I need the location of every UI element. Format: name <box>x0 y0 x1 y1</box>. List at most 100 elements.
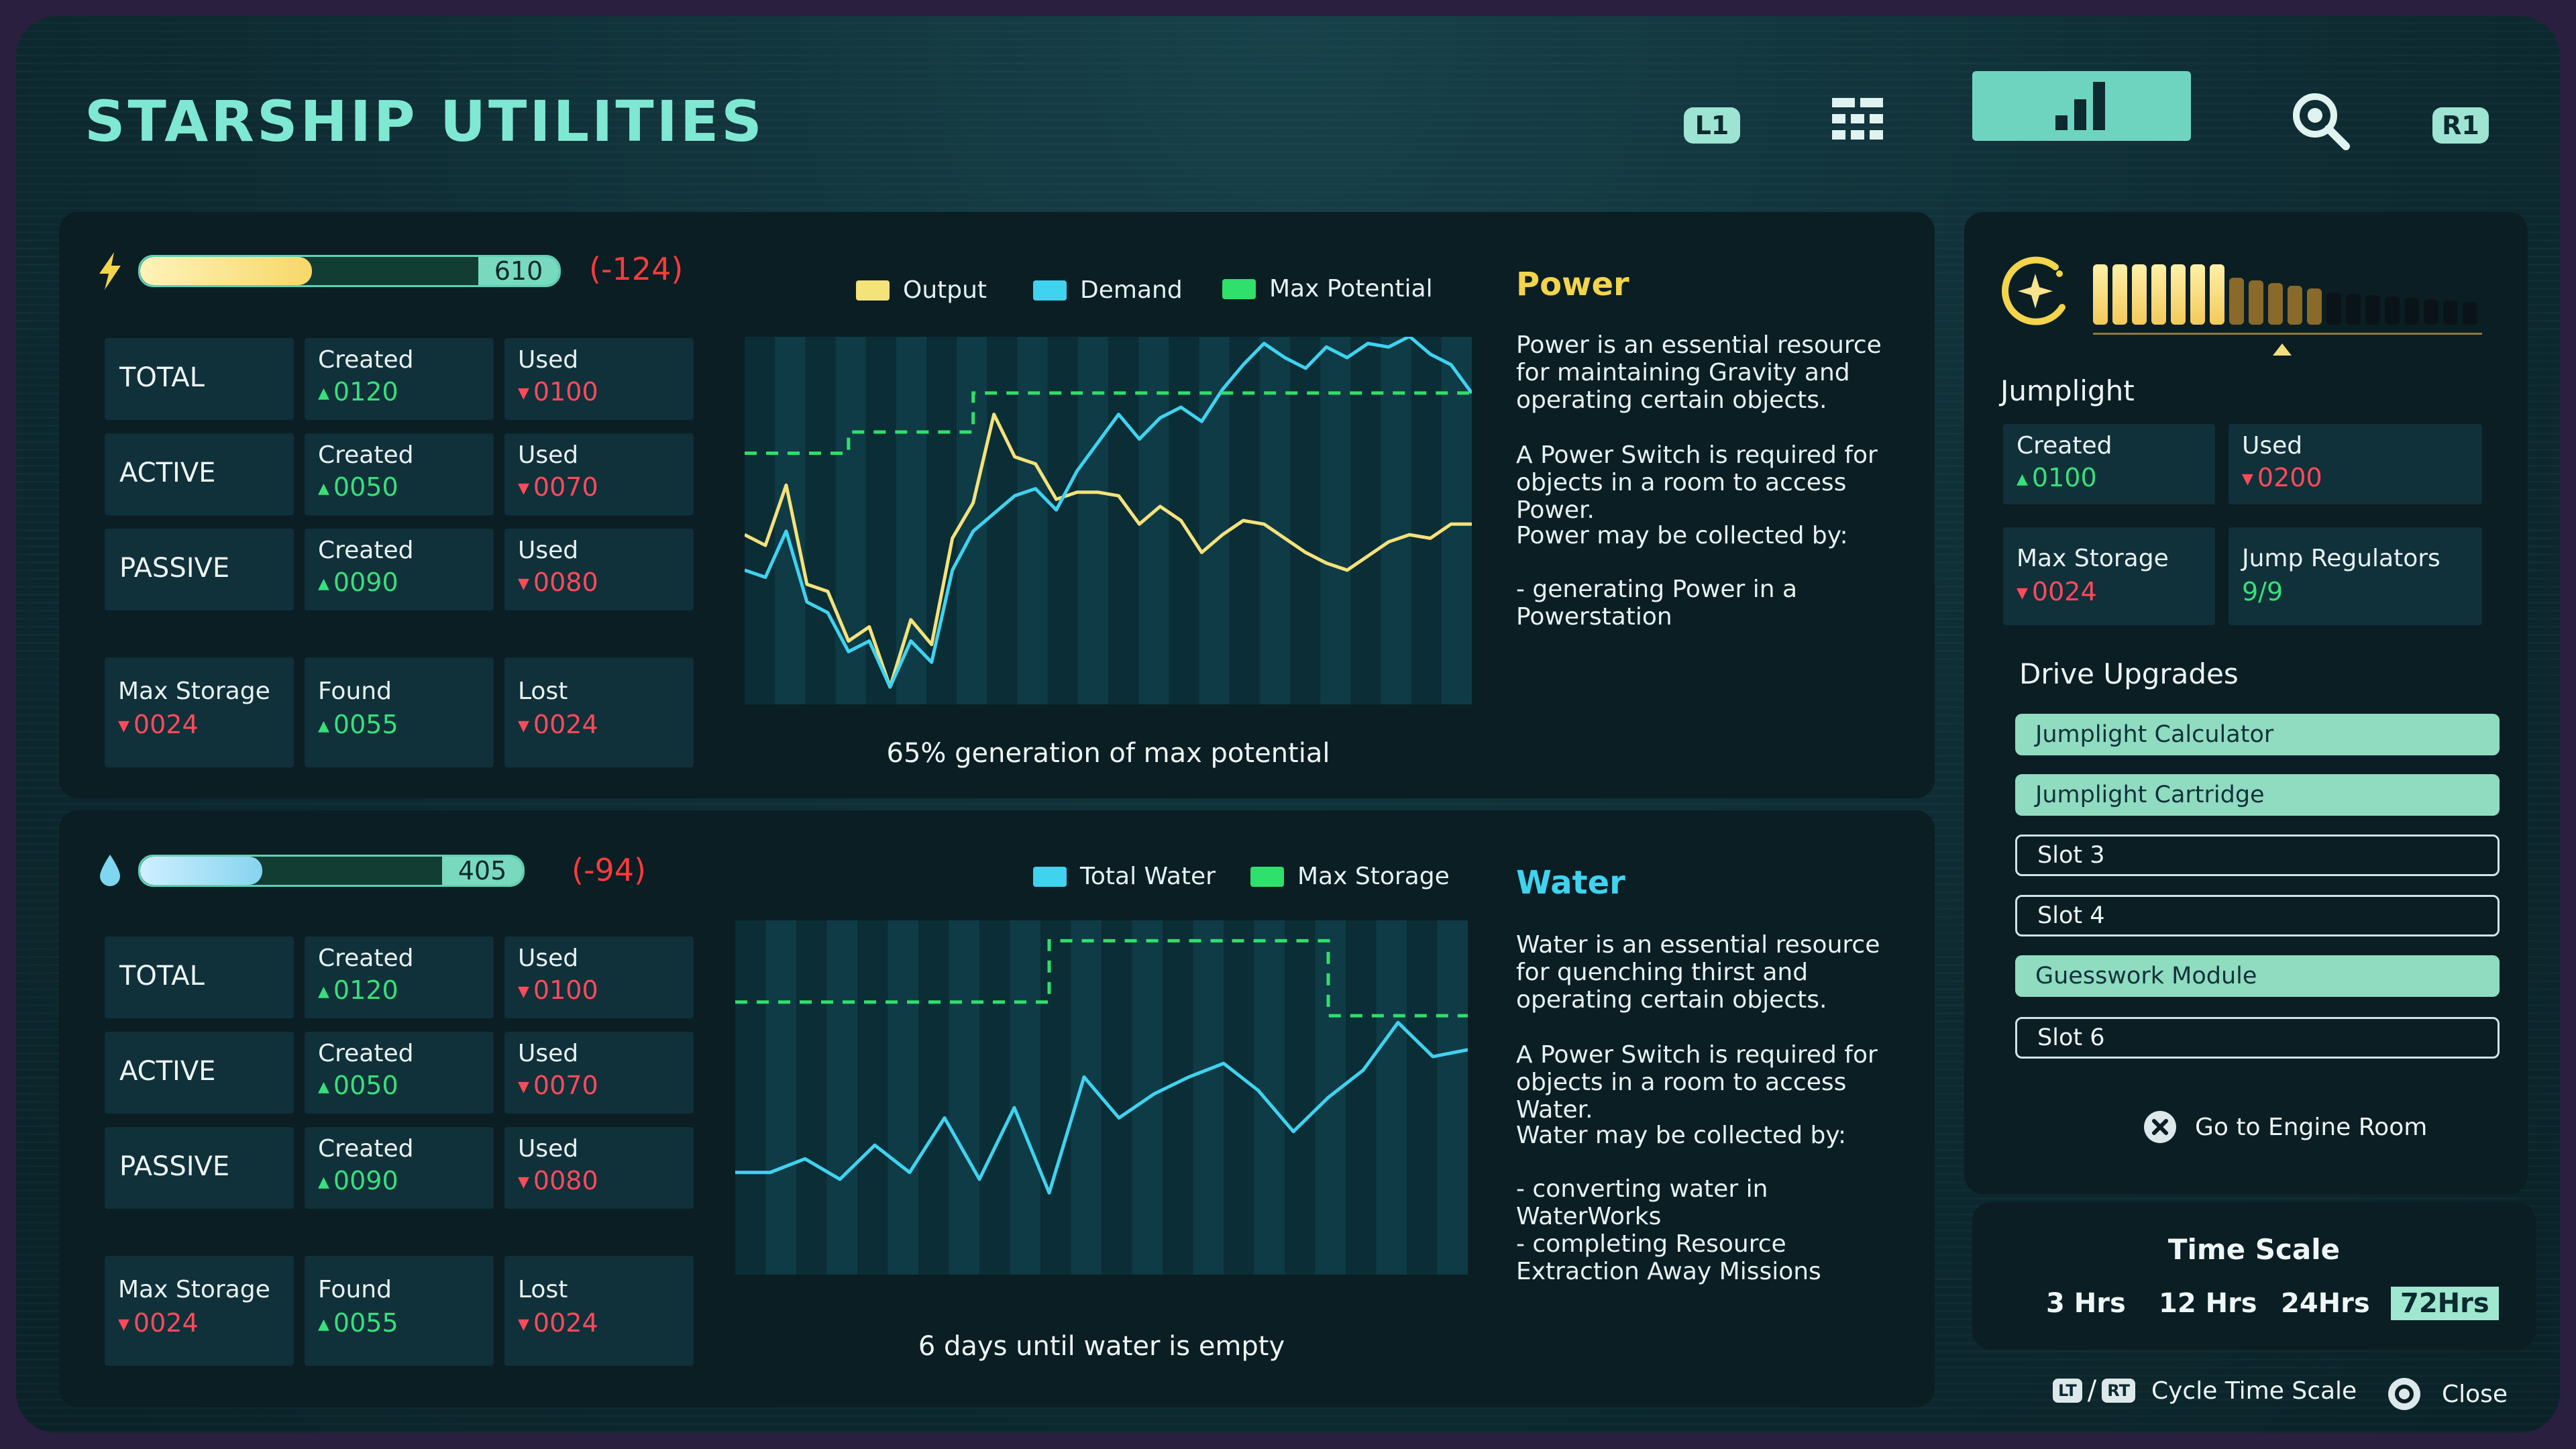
cell-value: ▲ 0100 <box>2017 463 2097 492</box>
created-cell: Created ▲ 0050 <box>305 1032 494 1114</box>
water-desc-3: Water may be collected by: <box>1516 1122 1847 1149</box>
gauge-segment <box>2307 288 2322 325</box>
cell-label: Jump Regulators <box>2242 545 2440 572</box>
legend-demand: Demand <box>1033 276 1183 304</box>
series-line-total-water <box>735 1020 1468 1195</box>
grid-icon[interactable] <box>1821 86 1894 156</box>
row-label-cell: ACTIVE <box>105 1032 294 1114</box>
created-value: ▲ 0090 <box>318 1166 398 1195</box>
power-desc-3: Power may be collected by: <box>1516 522 1848 549</box>
gauge-segment <box>2093 264 2108 325</box>
water-desc-1: Water is an essential resource for quenc… <box>1516 931 1880 1014</box>
hint-separator: / <box>2087 1375 2097 1406</box>
cell-value: ▲ 0055 <box>318 1308 398 1338</box>
created-cell: Created ▲ 0090 <box>305 1127 494 1209</box>
water-section-title: Water <box>1516 864 1625 902</box>
chart-stripe <box>1169 337 1199 704</box>
r1-bumper-button[interactable]: R1 <box>2432 107 2489 144</box>
close-hint[interactable]: Close <box>2387 1377 2508 1411</box>
cell-label: Created <box>318 945 414 972</box>
chart-stripe <box>918 920 949 1275</box>
drive-upgrade-slot[interactable]: Jumplight Calculator <box>2015 714 2500 755</box>
chart-icon <box>2055 82 2105 130</box>
chart-tab-button[interactable] <box>1972 71 2191 141</box>
gauge-segment <box>2443 301 2458 325</box>
chart-stripe <box>1108 337 1139 704</box>
drive-upgrades-title: Drive Upgrades <box>2019 657 2239 690</box>
power-desc-2: A Power Switch is required for objects i… <box>1516 441 1878 524</box>
chart-stripe <box>1285 920 1316 1275</box>
row-label-cell: PASSIVE <box>105 1127 294 1209</box>
legend-swatch <box>1250 866 1284 887</box>
water-bar-value: 405 <box>442 857 523 885</box>
water-desc-4: - converting water in WaterWorks - compl… <box>1516 1175 1821 1285</box>
created-value: ▲ 0050 <box>318 472 398 502</box>
time-scale-72hrs[interactable]: 72Hrs <box>2391 1287 2499 1320</box>
legend-label: Max Potential <box>1269 275 1433 303</box>
chart-stripe <box>1346 920 1377 1275</box>
circle-button-icon <box>2388 1378 2420 1410</box>
drive-upgrade-slot[interactable]: Slot 6 <box>2015 1017 2500 1059</box>
gauge-segment <box>2171 264 2186 325</box>
row-label: PASSIVE <box>119 553 230 584</box>
drive-upgrade-slot[interactable]: Slot 3 <box>2015 835 2500 876</box>
legend-max-potential: Max Potential <box>1222 275 1433 303</box>
created-value: ▲ 0090 <box>318 568 398 597</box>
cell-label: Created <box>2017 432 2112 460</box>
gauge-segment <box>2404 298 2419 325</box>
created-value: ▲ 0050 <box>318 1071 398 1100</box>
drive-upgrade-slot[interactable]: Jumplight Cartridge <box>2015 774 2500 816</box>
time-scale-24hrs[interactable]: 24Hrs <box>2281 1288 2370 1319</box>
jumplight-created-cell: Created ▲ 0100 <box>2003 424 2215 504</box>
chart-stripe <box>865 337 896 704</box>
power-desc-4: - generating Power in a Powerstation <box>1516 576 1798 631</box>
drive-upgrade-slot[interactable]: Guesswork Module <box>2015 955 2500 997</box>
power-level-bar: 610 <box>138 255 561 287</box>
cycle-time-scale-hint[interactable]: LT / RT Cycle Time Scale <box>2053 1375 2357 1406</box>
gauge-segment <box>2346 294 2361 325</box>
gauge-segment <box>2424 299 2438 325</box>
gauge-segment <box>2151 264 2166 325</box>
chart-stripe <box>1040 920 1071 1275</box>
used-value: ▼ 0080 <box>518 568 598 597</box>
cell-label: Created <box>318 441 414 469</box>
legend-label: Output <box>903 276 987 304</box>
cell-label: Created <box>318 346 414 374</box>
row-label: ACTIVE <box>119 458 216 488</box>
used-value: ▼ 0100 <box>518 377 598 407</box>
cell-label: Max Storage <box>118 1276 270 1303</box>
sparkle-moon-icon <box>2002 256 2065 325</box>
lightning-icon <box>99 252 121 290</box>
footer-stat-cell: Found ▲ 0055 <box>305 1256 494 1366</box>
footer-stat-cell: Found ▲ 0055 <box>305 657 494 767</box>
l1-bumper-button[interactable]: L1 <box>1684 107 1740 144</box>
cell-value: ▼ 0024 <box>518 1308 598 1338</box>
power-chart-caption: 65% generation of max potential <box>886 738 1330 769</box>
time-scale-12hrs[interactable]: 12 Hrs <box>2159 1288 2257 1319</box>
gauge-segment <box>2385 297 2400 325</box>
drive-upgrade-slot[interactable]: Slot 4 <box>2015 895 2500 936</box>
engine-room-button[interactable]: Go to Engine Room <box>2143 1110 2427 1144</box>
chart-stripe <box>805 337 836 704</box>
cell-label: Found <box>318 1276 392 1303</box>
used-cell: Used ▼ 0080 <box>504 1127 694 1209</box>
power-bar-value: 610 <box>478 257 559 285</box>
legend-label: Max Storage <box>1297 863 1450 890</box>
water-drop-icon <box>100 855 120 886</box>
cell-label: Lost <box>518 1276 568 1303</box>
time-scale-panel <box>1972 1202 2536 1350</box>
cycle-time-scale-label: Cycle Time Scale <box>2151 1377 2357 1405</box>
chart-stripe <box>1047 337 1078 704</box>
water-level-bar: 405 <box>138 855 525 887</box>
used-cell: Used ▼ 0080 <box>504 529 694 610</box>
water-chart-caption: 6 days until water is empty <box>918 1331 1285 1362</box>
search-icon[interactable] <box>2284 86 2357 156</box>
jumplight-title: Jumplight <box>2000 374 2135 407</box>
gauge-segment <box>2112 264 2127 325</box>
used-cell: Used ▼ 0070 <box>504 1032 694 1114</box>
time-scale-3hrs[interactable]: 3 Hrs <box>2046 1288 2126 1319</box>
footer-stat-cell: Lost ▼ 0024 <box>504 657 694 767</box>
cell-label: Max Storage <box>2017 545 2169 572</box>
footer-stat-cell: Max Storage ▼ 0024 <box>105 657 294 767</box>
legend-label: Demand <box>1080 276 1183 304</box>
